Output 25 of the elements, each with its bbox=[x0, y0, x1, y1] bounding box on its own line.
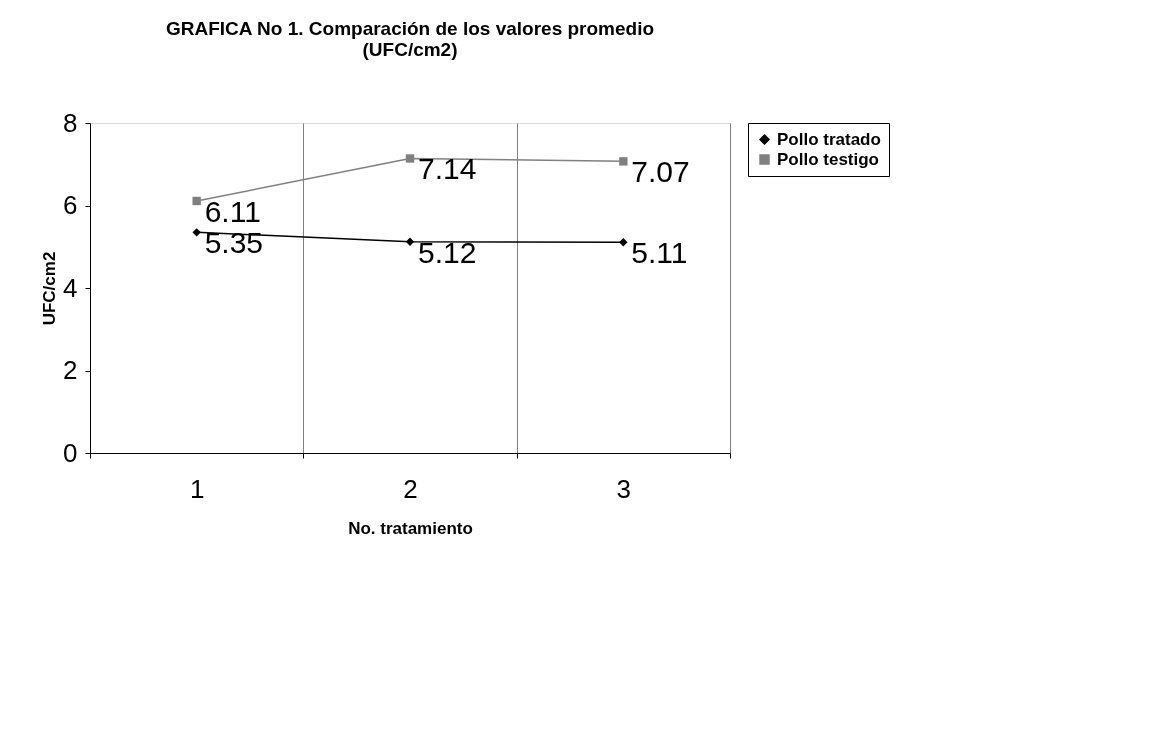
data-label: 5.12 bbox=[418, 235, 477, 269]
chart-title: GRAFICA No 1. Comparación de los valores promedio (UFC/cm2) bbox=[165, 18, 655, 60]
data-label: 5.35 bbox=[204, 226, 264, 260]
y-tick-label: 6 bbox=[63, 190, 78, 220]
point bbox=[192, 196, 201, 206]
point bbox=[619, 157, 628, 166]
point bbox=[405, 154, 415, 163]
y-tick-label: 4 bbox=[63, 272, 78, 303]
legend-label: Pollo testigo bbox=[777, 149, 879, 169]
y-tick-label: 2 bbox=[63, 355, 78, 385]
y-tick-label: 8 bbox=[63, 107, 78, 138]
x-tick-label: 1 bbox=[189, 473, 205, 504]
y-axis-title: UFC/cm2 bbox=[40, 251, 60, 326]
y-tick-label: 0 bbox=[63, 437, 78, 468]
data-label: 5.11 bbox=[631, 236, 688, 270]
point bbox=[405, 237, 415, 246]
x-tick-label: 2 bbox=[403, 473, 418, 504]
data-label: 7.07 bbox=[631, 155, 690, 189]
point bbox=[619, 238, 628, 247]
data-label: 6.11 bbox=[204, 194, 261, 228]
data-label: 7.14 bbox=[418, 152, 477, 186]
legend-label: Pollo tratado bbox=[777, 129, 881, 149]
point bbox=[192, 228, 201, 237]
x-tick-label: 3 bbox=[616, 473, 632, 504]
x-axis-title: No. tratamiento bbox=[348, 518, 473, 538]
